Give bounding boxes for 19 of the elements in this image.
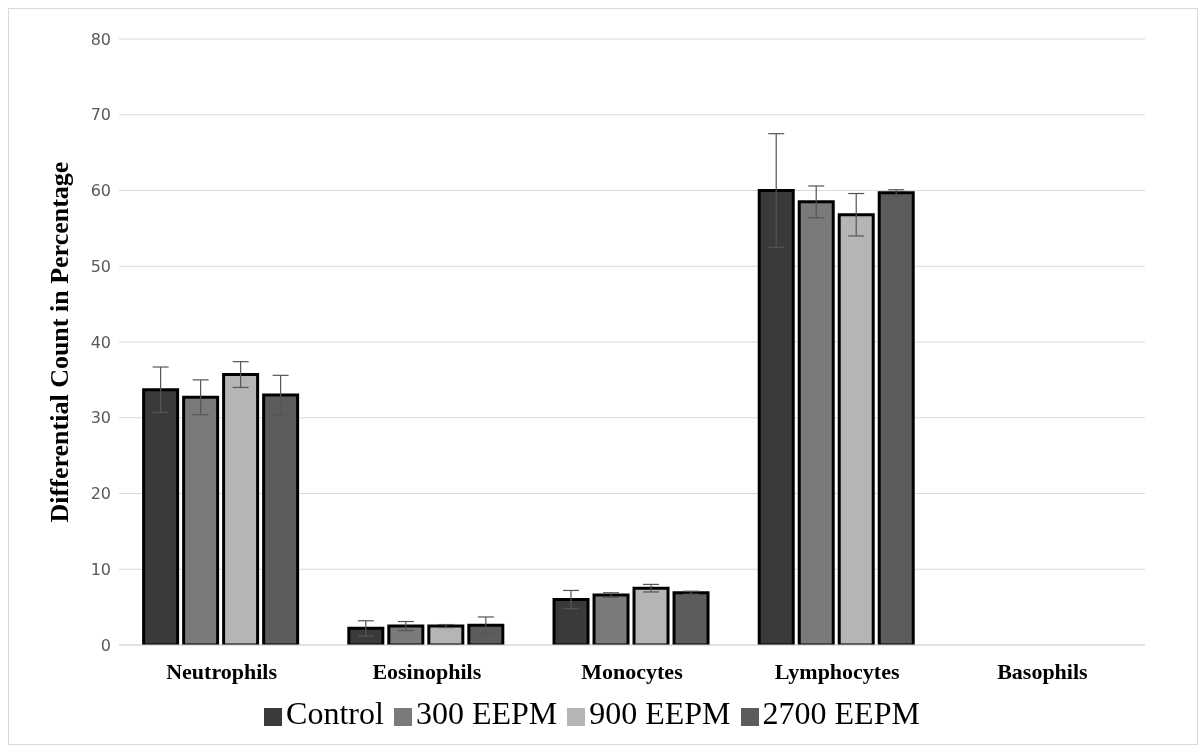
x-tick-label: Basophils [997, 658, 1089, 684]
y-tick-label: 40 [90, 332, 111, 352]
x-tick-label: Eosinophils [372, 658, 482, 684]
x-tick-label: Neutrophils [166, 658, 278, 684]
legend-label: 900 EEPM [589, 695, 731, 731]
legend-label: Control [286, 695, 384, 731]
y-tick-label: 60 [90, 181, 111, 201]
y-tick-label: 30 [90, 408, 111, 428]
legend-label: 300 EEPM [415, 695, 558, 731]
y-tick-label: 20 [90, 484, 111, 504]
y-axis-title: Differential Count in Percentage [45, 161, 75, 523]
x-tick-label: Monocytes [581, 658, 684, 684]
y-tick-label: 70 [90, 105, 111, 125]
legend-label: 2700 EEPM [762, 695, 920, 731]
y-tick-label: 80 [90, 29, 111, 49]
y-tick-label: 50 [90, 256, 111, 276]
y-tick-label: 10 [90, 559, 111, 579]
y-tick-label: 0 [100, 635, 111, 655]
x-tick-label: Lymphocytes [774, 658, 900, 684]
